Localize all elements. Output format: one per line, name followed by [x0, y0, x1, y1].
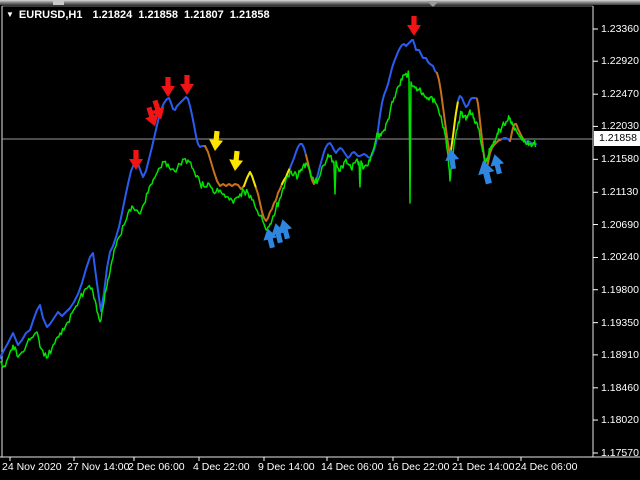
ohlc-high: 1.21858	[138, 9, 179, 21]
sell-signal-arrow	[129, 150, 143, 170]
price-scale-label: 1.19350	[601, 316, 639, 329]
time-scale-label: 16 Dec 22:00	[387, 461, 450, 473]
ohlc-low: 1.21807	[184, 9, 224, 21]
current-price-tag: 1.21858	[594, 131, 640, 146]
ma-line-segment	[436, 72, 451, 157]
price-scale-label: 1.17570	[601, 447, 639, 459]
buy-signal-arrow	[278, 219, 293, 240]
ma-line-segment	[289, 143, 307, 169]
price-scale-label: 1.18460	[601, 381, 639, 394]
ohlc-open: 1.21824	[92, 9, 133, 21]
buy-signal-arrow	[445, 149, 460, 170]
ma-line-segment	[305, 154, 317, 185]
time-scale-label: 9 Dec 14:00	[258, 461, 315, 473]
time-scale-label: 2 Dec 06:00	[128, 461, 185, 473]
price-scale-label: 1.18910	[601, 348, 639, 361]
ohlc-close: 1.21858	[229, 9, 270, 21]
symbol-dropdown-icon: ▼	[6, 10, 14, 19]
buy-signal-arrow	[263, 228, 278, 249]
time-scale-label: 21 Dec 14:00	[452, 461, 515, 473]
buy-signal-arrow	[478, 160, 495, 185]
time-scale-label: 27 Nov 14:00	[67, 461, 130, 473]
sell-signal-arrow	[145, 106, 159, 127]
price-scale-label: 1.21580	[601, 153, 639, 166]
buy-signal-arrow	[271, 223, 286, 244]
price-scale-label: 1.18020	[601, 414, 639, 427]
time-scale-label: 24 Nov 2020	[2, 461, 62, 473]
toolbar-separator	[53, 1, 64, 5]
price-scale-label: 1.19800	[601, 283, 639, 296]
ma-line-segment	[501, 137, 511, 142]
sell-signal-arrow	[180, 75, 194, 95]
price-scale-label: 1.22920	[601, 55, 639, 68]
time-scale-label: 14 Dec 06:00	[321, 461, 384, 473]
buy-signal-arrow	[490, 154, 505, 175]
exit-signal-arrow	[229, 150, 244, 171]
price-scale-label: 1.22470	[601, 88, 639, 101]
toolbar-edge-strip	[0, 0, 640, 5]
price-scale-label: 1.20240	[601, 251, 639, 264]
ma-line-segment	[457, 95, 478, 108]
time-scale-label: 4 Dec 22:00	[193, 461, 250, 473]
ma-line-segment	[204, 145, 245, 190]
exit-signal-arrow	[209, 130, 224, 151]
price-scale-label: 1.22030	[601, 120, 639, 133]
symbol-period-label: EURUSD,H1	[18, 9, 83, 21]
ma-line-segment	[0, 96, 206, 359]
ma-line-segment	[449, 100, 459, 157]
price-scale-label: 1.23360	[601, 23, 639, 35]
ma-line-segment	[243, 171, 257, 189]
chart-shift-marker[interactable]	[427, 1, 439, 7]
close-price-line	[0, 70, 537, 368]
ma-line-segment	[255, 183, 283, 222]
ma-line-segment	[315, 39, 438, 182]
price-scale-label: 1.21130	[601, 186, 639, 199]
sell-signal-arrow	[151, 99, 165, 120]
sell-signal-arrow	[407, 16, 421, 36]
price-scale-label: 1.20690	[601, 218, 639, 231]
sell-signal-arrow	[161, 77, 175, 97]
ma-line-segment	[281, 167, 291, 185]
chart-title: ▼ EURUSD,H1 1.21824 1.21858 1.21807 1.21858	[6, 9, 276, 21]
time-scale-label: 24 Dec 06:00	[515, 461, 578, 473]
